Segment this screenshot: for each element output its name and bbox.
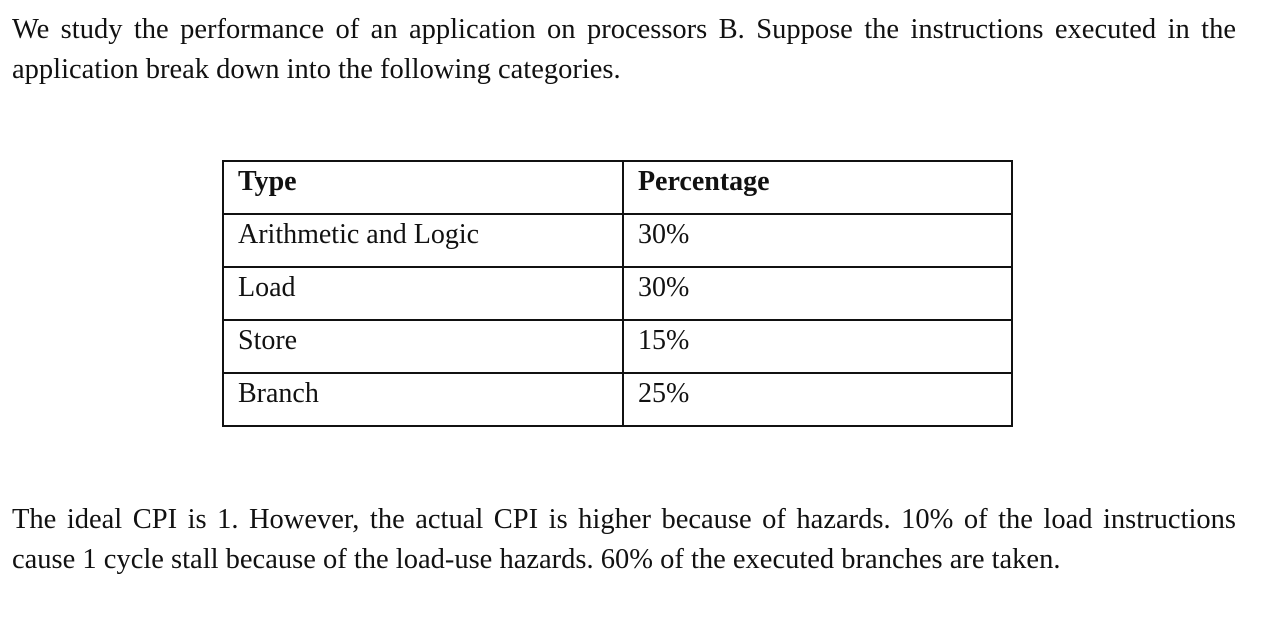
intro-paragraph: We study the performance of an applicati… [12, 14, 1236, 85]
percentage-cell: 30% [621, 213, 1014, 268]
table-header-row: Type Percentage [222, 160, 1014, 215]
type-cell: Store [222, 319, 624, 374]
instruction-breakdown-table: Type Percentage Arithmetic and Logic 30%… [222, 160, 1014, 427]
table-row: Branch 25% [222, 372, 1014, 427]
type-cell: Load [222, 266, 624, 321]
table-row: Store 15% [222, 319, 1014, 374]
table-row: Load 30% [222, 266, 1014, 321]
table-row: Arithmetic and Logic 30% [222, 213, 1014, 268]
column-header-type: Type [222, 160, 624, 215]
percentage-cell: 15% [621, 319, 1014, 374]
type-cell: Arithmetic and Logic [222, 213, 624, 268]
closing-paragraph: The ideal CPI is 1. However, the actual … [12, 504, 1236, 575]
type-cell: Branch [222, 372, 624, 427]
column-header-percentage: Percentage [621, 160, 1014, 215]
percentage-cell: 30% [621, 266, 1014, 321]
percentage-cell: 25% [621, 372, 1014, 427]
